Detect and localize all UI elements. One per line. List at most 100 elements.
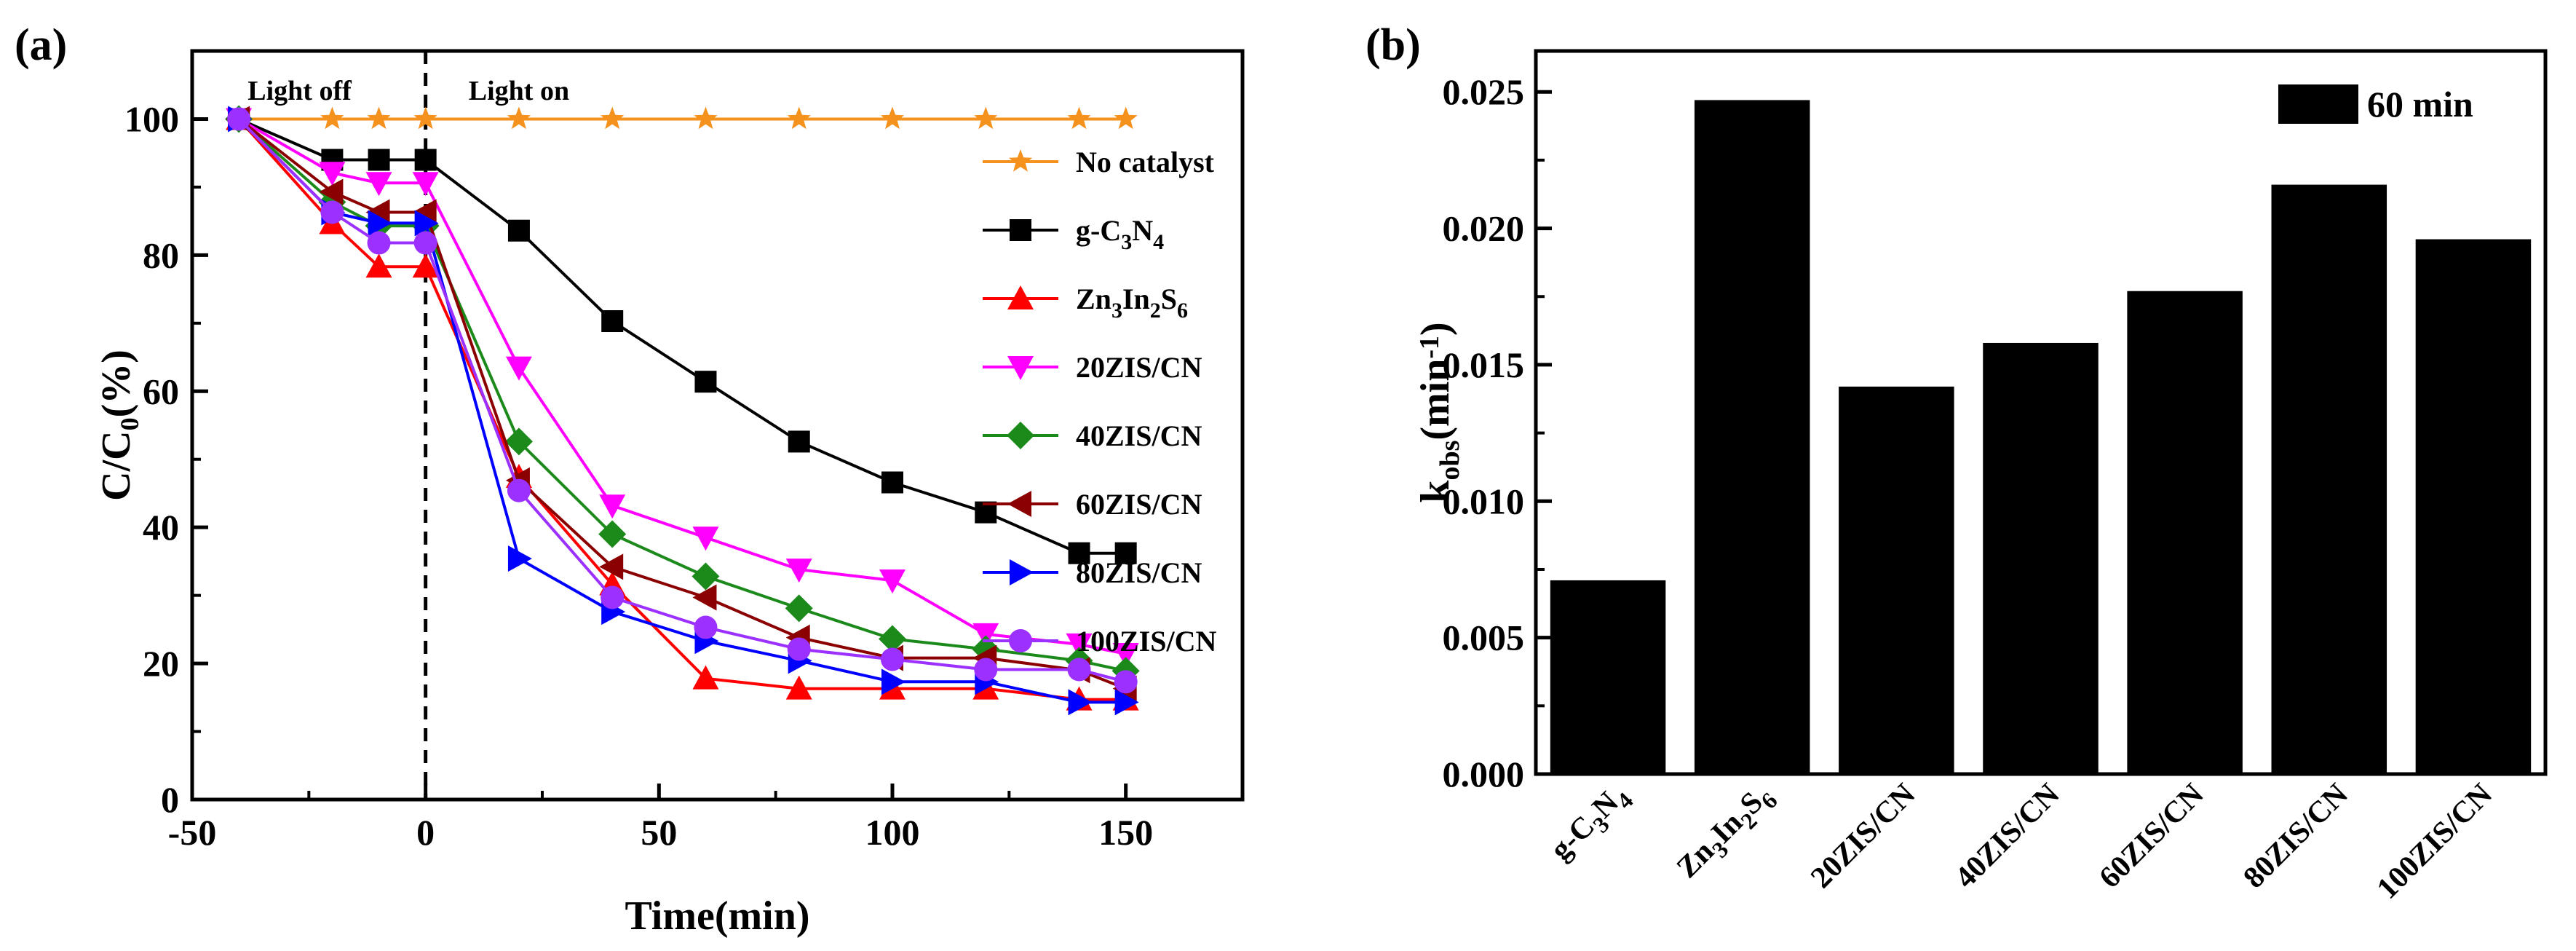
- category-label: Zn3In2S6: [1671, 778, 1783, 890]
- panel-b-label: (b): [1366, 20, 1421, 70]
- y-tick-label: 60: [143, 371, 179, 411]
- data-point: [785, 559, 812, 583]
- category-label: 60ZIS/CN: [2093, 778, 2210, 895]
- data-point: [881, 647, 904, 671]
- panel-a-series: [225, 105, 1140, 716]
- series-4: [225, 105, 1140, 685]
- y-tick-label: 40: [143, 507, 179, 548]
- legend-label: 40ZIS/CN: [1076, 419, 1202, 452]
- data-point: [787, 637, 811, 661]
- legend-marker: [1007, 491, 1031, 517]
- data-point: [785, 594, 813, 623]
- data-point: [691, 562, 720, 591]
- panel-b-axes: 0.000 0.005 0.010 0.015 0.020 0.025: [1443, 71, 1552, 794]
- data-point: [694, 371, 717, 393]
- light-on-annotation: Light on: [469, 76, 569, 106]
- series-line: [237, 118, 1126, 701]
- bar: [1694, 100, 1810, 775]
- category-label: 20ZIS/CN: [1804, 778, 1922, 895]
- data-point: [1067, 106, 1091, 130]
- data-point: [692, 526, 719, 551]
- legend-marker: [1010, 559, 1034, 585]
- data-point: [367, 231, 391, 255]
- bar: [2415, 239, 2532, 775]
- panel-b-legend-label: 60 min: [2367, 84, 2473, 125]
- legend-label: No catalyst: [1076, 146, 1215, 178]
- legend-marker: [1007, 422, 1034, 449]
- data-point: [1112, 643, 1139, 668]
- series-line: [237, 117, 1127, 690]
- legend-label: Zn3In2S6: [1076, 283, 1188, 323]
- data-point: [320, 106, 344, 130]
- bar: [2271, 184, 2387, 774]
- data-point: [879, 569, 905, 594]
- data-point: [1068, 689, 1093, 716]
- data-point: [974, 106, 998, 130]
- category-label: 100ZIS/CN: [2371, 778, 2499, 906]
- y-tick-label: 0.015: [1443, 344, 1525, 385]
- series-6: [228, 106, 1139, 716]
- data-point: [320, 200, 344, 224]
- y-tick-label: 20: [143, 643, 179, 684]
- x-tick-label: -50: [168, 812, 217, 853]
- data-point: [601, 106, 625, 130]
- data-point: [785, 675, 812, 700]
- data-point: [694, 106, 718, 130]
- data-point: [1114, 542, 1137, 564]
- data-point: [413, 231, 437, 255]
- y-tick-label: 0.010: [1443, 481, 1525, 521]
- series-line: [237, 118, 1127, 684]
- data-point: [601, 310, 624, 333]
- x-tick-label: 150: [1098, 812, 1153, 853]
- data-point: [599, 553, 624, 580]
- series-line: [238, 117, 1126, 555]
- data-point: [368, 210, 392, 237]
- data-point: [787, 106, 811, 130]
- bar: [1550, 580, 1666, 774]
- bar: [1983, 342, 2099, 775]
- data-point: [368, 149, 390, 171]
- data-point: [365, 253, 392, 278]
- panel-a-legend: No catalyst g-C3N4 Zn3In2S6 20ZIS/CN 40ZIS/C…: [983, 146, 1216, 658]
- data-point: [1068, 542, 1090, 564]
- legend-marker: [1008, 149, 1033, 172]
- data-point: [412, 253, 439, 278]
- data-point: [414, 149, 437, 171]
- data-point: [972, 623, 999, 647]
- legend-marker: [1007, 285, 1034, 309]
- data-point: [504, 427, 533, 456]
- y-tick-label: 0: [161, 779, 179, 820]
- data-point: [694, 615, 718, 639]
- x-tick-label: 0: [416, 812, 435, 853]
- data-point: [365, 172, 392, 197]
- panel-a-y-axis-title: C/C0(%): [94, 350, 144, 501]
- legend-label: g-C3N4: [1076, 214, 1164, 254]
- data-point: [319, 178, 344, 205]
- legend-label: 20ZIS/CN: [1076, 351, 1202, 384]
- panel-a-plot-frame: [190, 49, 1245, 802]
- data-point: [507, 106, 531, 130]
- data-point: [881, 471, 903, 494]
- data-point: [879, 625, 906, 653]
- data-point: [1114, 106, 1138, 130]
- panel-b-bars: [1550, 100, 2532, 775]
- legend-label: 80ZIS/CN: [1076, 556, 1202, 589]
- series-7: [227, 107, 1138, 694]
- panel-b-y-axis-title: kobs(min-1): [1413, 322, 1465, 502]
- panel-a-label: (a): [15, 20, 67, 70]
- data-point: [598, 520, 627, 548]
- data-point: [507, 478, 531, 502]
- y-tick-label: 80: [143, 234, 179, 275]
- x-tick-label: 50: [641, 812, 677, 853]
- data-point: [692, 584, 717, 611]
- y-tick-label: 0.000: [1443, 754, 1525, 794]
- y-tick-label: 0.020: [1443, 208, 1525, 249]
- data-point: [507, 545, 532, 572]
- data-point: [974, 658, 998, 682]
- category-label: 40ZIS/CN: [1949, 778, 2066, 895]
- legend-label: 100ZIS/CN: [1076, 625, 1216, 658]
- series-line: [237, 118, 1126, 704]
